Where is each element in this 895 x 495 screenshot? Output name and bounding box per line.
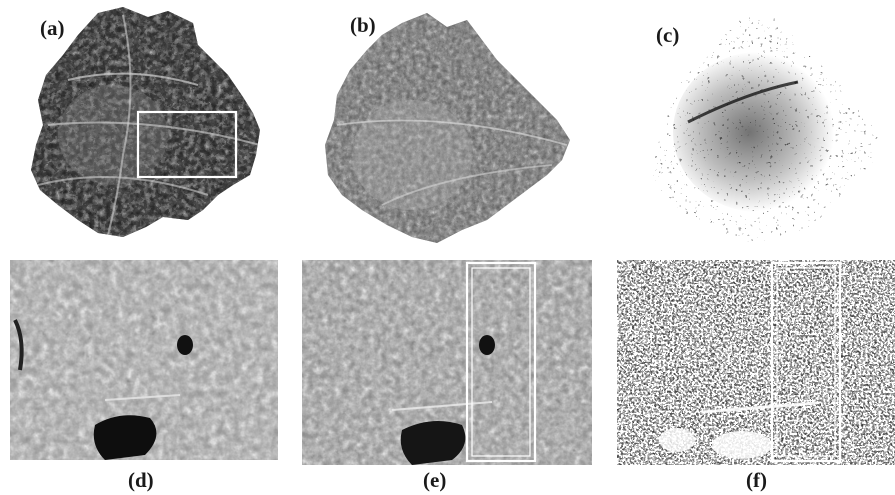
panel-c-map (648, 12, 888, 247)
panel-e-crop (302, 260, 592, 465)
label-b: (b) (350, 13, 376, 37)
panel-b-map (322, 5, 577, 245)
strip-box-e (465, 261, 537, 463)
label-d: (d) (128, 468, 154, 492)
panel-d-crop (10, 260, 278, 460)
label-a: (a) (40, 16, 65, 40)
label-c: (c) (656, 23, 680, 47)
strip-box-f (770, 261, 842, 463)
panel-f-crop (617, 260, 895, 465)
panel-a-map (28, 5, 268, 240)
label-e: (e) (423, 468, 447, 492)
zoom-box-a (136, 110, 238, 179)
label-f: (f) (746, 468, 767, 492)
